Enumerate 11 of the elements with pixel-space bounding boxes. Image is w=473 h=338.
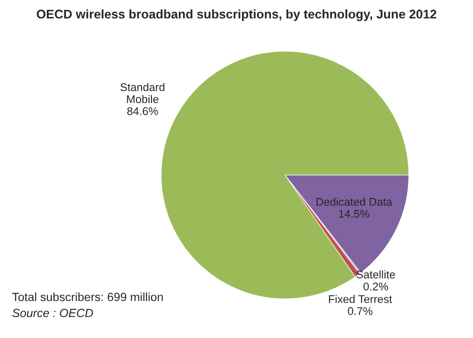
data-label: 0.7% bbox=[348, 307, 372, 316]
text: Total subscribers: 699 million bbox=[12, 292, 163, 302]
data-label: 84.6% bbox=[127, 107, 158, 116]
source-note: Source : OECD bbox=[12, 308, 93, 318]
slice-label: Satellite bbox=[356, 270, 396, 278]
slice-label: Standard Mobile bbox=[120, 82, 164, 104]
slice-label: Fixed Terrest bbox=[329, 294, 392, 304]
data-label: 14.5% bbox=[339, 210, 370, 218]
data-label: 0.2% bbox=[364, 282, 388, 290]
slice-label: Dedicated Data bbox=[316, 198, 392, 206]
chart-title: OECD wireless broadband subscriptions, by technology, June 2012 bbox=[36, 9, 436, 22]
